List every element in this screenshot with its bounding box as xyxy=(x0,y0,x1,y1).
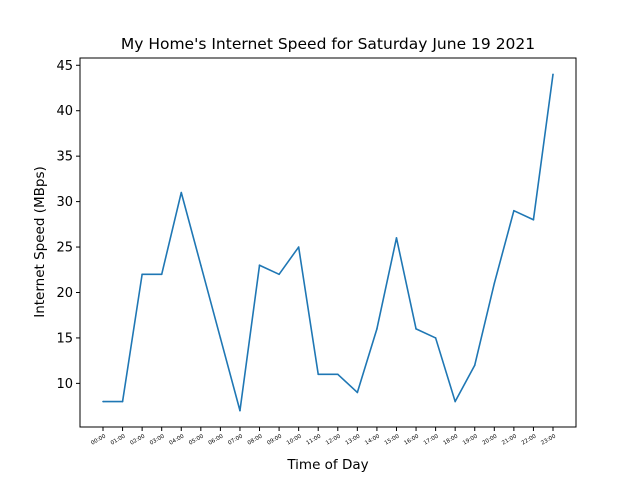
x-tick-label: 01:00 xyxy=(110,433,127,446)
x-tick-label: 12:00 xyxy=(325,433,342,446)
data-point xyxy=(317,373,320,376)
y-tick-label: 10 xyxy=(56,377,73,392)
data-point xyxy=(200,264,202,267)
data-point xyxy=(376,328,378,330)
data-point xyxy=(258,264,261,267)
data-point xyxy=(513,209,515,212)
x-tick-label: 07:00 xyxy=(227,433,244,446)
x-tick-label: 02:00 xyxy=(129,433,146,446)
series-line xyxy=(103,74,554,412)
x-tick-label: 09:00 xyxy=(266,433,283,446)
data-point xyxy=(473,364,476,366)
axes-frame xyxy=(79,57,577,428)
x-axis-label: Time of Day xyxy=(286,457,368,473)
data-point xyxy=(552,73,554,76)
x-tick-label: 13:00 xyxy=(345,433,362,446)
x-tick-label: 20:00 xyxy=(482,433,499,446)
x-tick-label: 17:00 xyxy=(423,433,440,446)
x-tick-label: 11:00 xyxy=(305,433,322,446)
y-tick-label: 35 xyxy=(56,150,73,165)
x-tick-label: 19:00 xyxy=(462,433,479,446)
x-tick-label: 18:00 xyxy=(442,433,459,446)
y-tick-label: 15 xyxy=(56,331,73,346)
x-tick-label: 08:00 xyxy=(247,433,264,446)
data-point xyxy=(434,337,437,339)
x-tick-label: 14:00 xyxy=(364,433,381,446)
x-tick-label: 10:00 xyxy=(286,433,303,446)
data-point xyxy=(415,328,417,330)
y-tick-label: 20 xyxy=(56,286,73,301)
plot-area: 10 15 20 25 30 35 40 45 00:00 01:00 02:00 03:00 04:0… xyxy=(56,57,577,447)
data-point xyxy=(454,400,456,403)
x-tick-label: 00:00 xyxy=(90,433,107,446)
data-point xyxy=(356,391,359,394)
y-tick-label: 25 xyxy=(56,241,73,256)
data-point xyxy=(297,246,300,248)
data-point xyxy=(160,273,163,276)
data-point xyxy=(239,409,241,412)
data-point xyxy=(102,400,104,403)
x-tick-label: 16:00 xyxy=(403,433,420,446)
data-point xyxy=(141,273,143,276)
x-tick-label: 06:00 xyxy=(208,433,225,446)
data-point xyxy=(493,282,496,285)
y-tick-label: 40 xyxy=(56,104,73,119)
y-tick-label: 45 xyxy=(56,59,73,74)
data-point xyxy=(336,373,339,376)
chart-title: My Home's Internet Speed for Saturday Ju… xyxy=(121,35,535,53)
y-tick-label: 30 xyxy=(56,195,73,210)
x-tick-label: 23:00 xyxy=(540,433,557,446)
data-point xyxy=(219,337,222,339)
data-point xyxy=(532,218,535,221)
data-point xyxy=(180,191,183,194)
x-tick-label: 22:00 xyxy=(521,433,538,446)
x-tick-label: 04:00 xyxy=(169,433,186,446)
data-point xyxy=(395,237,398,239)
x-tick-label: 05:00 xyxy=(188,433,205,446)
x-tick-label: 03:00 xyxy=(149,433,166,446)
data-point xyxy=(278,273,280,276)
x-tick-label: 21:00 xyxy=(501,433,518,446)
y-axis-label: Internet Speed (MBps) xyxy=(32,166,48,318)
data-point xyxy=(121,400,124,403)
x-tick-label: 15:00 xyxy=(384,433,401,446)
